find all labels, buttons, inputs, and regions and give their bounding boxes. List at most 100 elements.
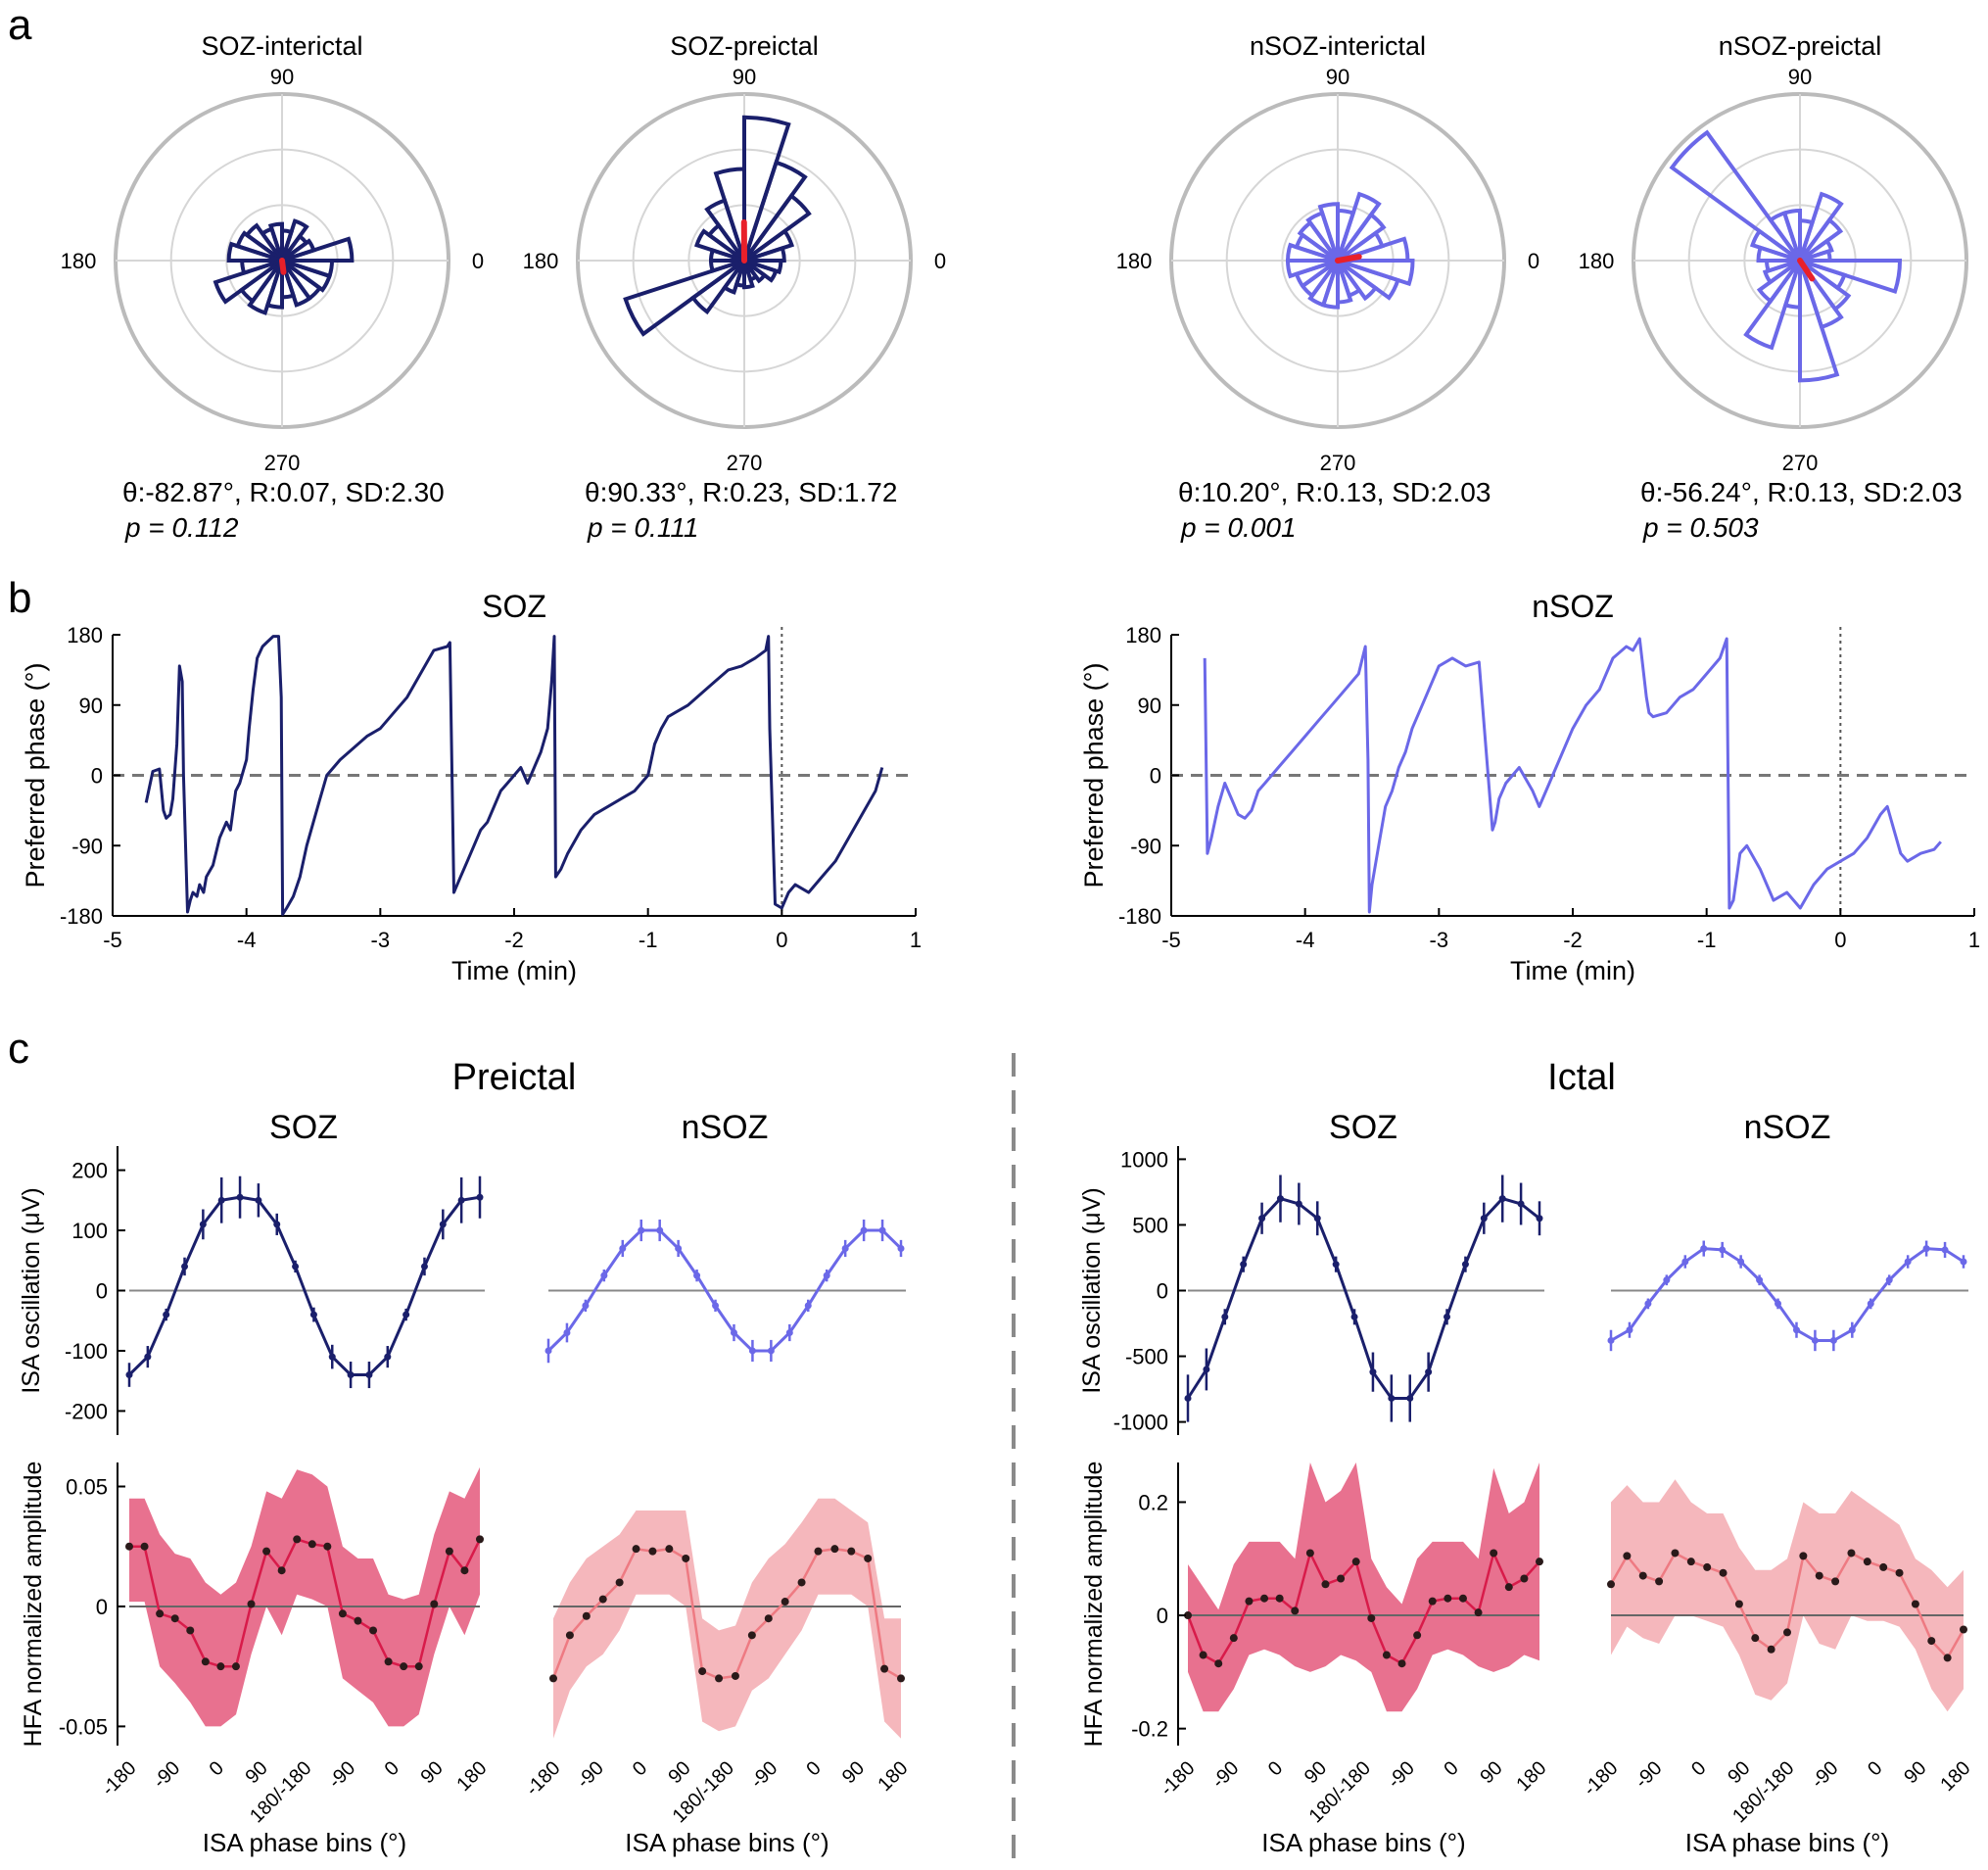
data-point	[1829, 1336, 1837, 1344]
polar-bin	[1743, 259, 1802, 351]
data-point	[400, 1662, 408, 1671]
data-point	[476, 1193, 484, 1201]
data-point	[712, 1302, 720, 1310]
data-point	[402, 1311, 410, 1319]
angle-label-90: 90	[1326, 65, 1349, 89]
data-point	[1425, 1368, 1433, 1376]
x-tick-label: -2	[1563, 928, 1583, 952]
polar-title: SOZ-preictal	[670, 31, 819, 61]
data-point	[1517, 1200, 1525, 1208]
x-tick-label: 0	[776, 928, 787, 952]
y-tick-label: -1000	[1113, 1411, 1168, 1435]
confidence-band	[1611, 1479, 1964, 1712]
data-point	[665, 1545, 674, 1554]
data-point	[1867, 1300, 1874, 1308]
data-point	[1863, 1558, 1871, 1566]
data-point	[600, 1271, 608, 1279]
data-point	[1941, 1246, 1949, 1254]
data-point	[1607, 1580, 1615, 1589]
data-point	[1719, 1568, 1728, 1577]
data-point	[1879, 1562, 1888, 1571]
y-axis-label: HFA normalized amplitude	[20, 1462, 47, 1748]
data-point	[201, 1657, 210, 1666]
polar-bin	[1336, 191, 1382, 263]
data-point	[262, 1547, 271, 1556]
polar-bin	[689, 259, 746, 315]
data-point	[1756, 1276, 1764, 1284]
y-tick-label: 0	[96, 1595, 108, 1619]
y-tick-label: -180	[1118, 904, 1161, 929]
data-point	[365, 1371, 373, 1379]
x-tick-label: 0	[1864, 1757, 1886, 1780]
data-point	[1623, 1552, 1632, 1560]
data-point	[236, 1193, 244, 1201]
x-axis-label: ISA phase bins (°)	[1685, 1828, 1889, 1857]
data-point	[1332, 1261, 1340, 1269]
x-tick-label: -180	[1157, 1757, 1200, 1800]
data-point	[1276, 1195, 1284, 1203]
y-tick-label: 500	[1132, 1213, 1168, 1237]
confidence-band	[553, 1498, 901, 1739]
y-tick-label: 0.2	[1138, 1490, 1168, 1514]
data-point	[1397, 1659, 1406, 1668]
angle-label-270: 270	[264, 451, 301, 475]
angle-label-0: 0	[1528, 249, 1539, 273]
data-point	[582, 1611, 591, 1620]
data-point	[823, 1271, 830, 1279]
polar-bin	[1756, 245, 1801, 263]
x-tick-label: 90	[416, 1757, 447, 1788]
data-point	[144, 1353, 152, 1361]
data-point	[693, 1271, 701, 1279]
data-point	[1671, 1549, 1680, 1558]
data-point	[1911, 1600, 1919, 1608]
data-point	[1848, 1326, 1856, 1334]
data-point	[1291, 1606, 1300, 1615]
data-point	[797, 1578, 806, 1587]
polar-bin	[1305, 210, 1340, 263]
data-point	[1229, 1634, 1238, 1643]
polar-bin	[1669, 129, 1802, 263]
angle-label-180: 180	[61, 249, 97, 273]
y-tick-label: -200	[65, 1399, 108, 1423]
x-tick-label: 180	[874, 1757, 912, 1796]
data-point	[328, 1353, 336, 1361]
band-chart-c7	[1177, 1462, 1543, 1746]
data-point	[181, 1263, 189, 1271]
data-point	[1922, 1245, 1930, 1253]
data-point	[125, 1371, 133, 1379]
polar-bin	[742, 115, 791, 262]
data-point	[445, 1547, 453, 1556]
errorbar-chart-c3	[1177, 1146, 1544, 1435]
isa-series	[1610, 1247, 1964, 1342]
isa-series	[546, 1228, 903, 1353]
data-point	[277, 1566, 286, 1575]
polar-a4	[1632, 92, 1968, 429]
data-point	[1480, 1215, 1488, 1223]
x-tick-label: 1	[910, 928, 922, 952]
x-tick-label: -1	[639, 928, 658, 952]
angle-label-0: 0	[472, 249, 484, 273]
data-point	[1295, 1200, 1302, 1208]
polar-pvalue: p = 0.111	[587, 512, 698, 543]
data-point	[1536, 1215, 1543, 1223]
data-point	[1321, 1580, 1330, 1589]
data-point	[323, 1542, 332, 1551]
data-point	[292, 1263, 300, 1271]
data-point	[1498, 1195, 1506, 1203]
data-point	[1275, 1594, 1284, 1603]
data-point	[878, 1226, 886, 1234]
data-point	[715, 1674, 724, 1683]
data-point	[748, 1347, 756, 1355]
data-point	[648, 1547, 657, 1556]
data-point	[163, 1311, 170, 1319]
y-tick-label: 0	[1150, 764, 1161, 789]
data-point	[1703, 1562, 1712, 1571]
polar-bin	[267, 221, 284, 262]
y-axis-label: ISA oscillation (μV)	[18, 1187, 45, 1393]
group-title-ictal: Ictal	[1547, 1057, 1616, 1098]
data-point	[1607, 1336, 1615, 1344]
polar-bin	[1337, 259, 1415, 287]
data-point	[1367, 1613, 1376, 1622]
x-tick-label: 1	[1968, 928, 1980, 952]
y-tick-label: 0	[1157, 1279, 1168, 1304]
